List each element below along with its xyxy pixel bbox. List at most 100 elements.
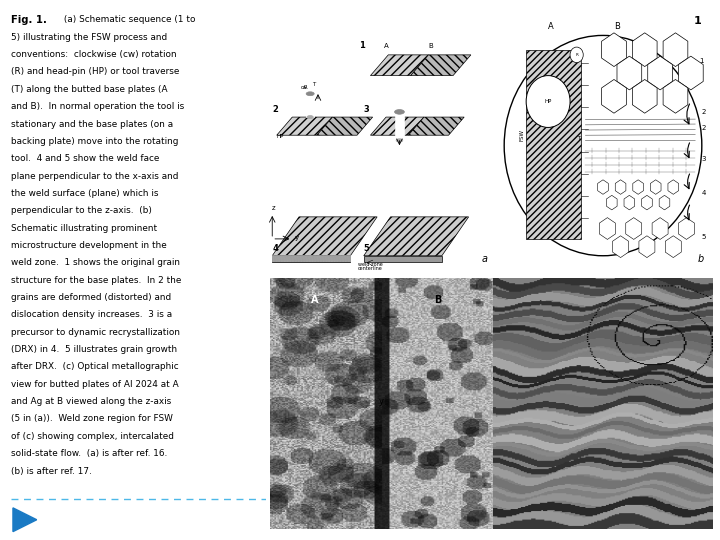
Polygon shape [663,33,688,66]
Text: 2: 2 [702,110,706,116]
Ellipse shape [307,116,313,119]
Polygon shape [364,217,469,256]
Text: (T) along the butted base plates (A: (T) along the butted base plates (A [11,85,168,94]
Polygon shape [632,79,657,113]
Polygon shape [678,56,703,90]
Text: 3: 3 [702,156,706,162]
Polygon shape [526,50,581,239]
Text: Fig. 1.: Fig. 1. [11,16,47,25]
Text: after DRX.  (c) Optical metallographic: after DRX. (c) Optical metallographic [11,362,179,372]
Polygon shape [317,117,373,135]
Polygon shape [642,195,652,210]
Text: grains are deformed (distorted) and: grains are deformed (distorted) and [11,293,171,302]
Polygon shape [364,256,442,262]
Text: 5) illustrating the FSW process and: 5) illustrating the FSW process and [11,33,167,42]
Polygon shape [632,33,657,66]
Text: B: B [614,22,620,31]
Polygon shape [410,55,471,76]
Polygon shape [602,33,626,66]
Ellipse shape [306,92,314,96]
Polygon shape [633,180,644,194]
Text: conventions:  clockwise (cw) rotation: conventions: clockwise (cw) rotation [11,50,176,59]
Polygon shape [660,195,670,210]
Polygon shape [663,79,688,113]
Polygon shape [665,236,681,258]
Text: plane perpendicular to the x-axis and: plane perpendicular to the x-axis and [11,172,178,180]
Text: solid-state flow.  (a) is after ref. 16.: solid-state flow. (a) is after ref. 16. [11,449,167,458]
Text: the weld surface (plane) which is: the weld surface (plane) which is [11,189,158,198]
Text: of (c) showing complex, intercalated: of (c) showing complex, intercalated [11,432,174,441]
Text: 4: 4 [702,190,706,196]
Polygon shape [617,56,642,90]
Text: 1: 1 [359,42,364,50]
Polygon shape [276,117,333,135]
Polygon shape [371,117,424,135]
Polygon shape [616,180,626,194]
Text: b: b [698,254,703,264]
Text: weld zone: weld zone [358,262,383,267]
Text: B: B [433,295,441,305]
Text: HP: HP [544,99,552,104]
Text: 3: 3 [364,105,369,114]
Text: a: a [482,254,488,264]
Text: B: B [428,43,433,49]
Text: A: A [384,43,388,49]
Text: z: z [272,205,276,211]
Text: dislocation density increases.  3 is a: dislocation density increases. 3 is a [11,310,172,319]
Text: structure for the base plates.  In 2 the: structure for the base plates. In 2 the [11,275,181,285]
Polygon shape [602,79,626,113]
Text: backing plate) move into the rotating: backing plate) move into the rotating [11,137,178,146]
Text: cw: cw [301,85,308,90]
Polygon shape [272,217,377,256]
Text: R: R [575,53,578,57]
Polygon shape [408,117,464,135]
Text: perpendicular to the z-axis.  (b): perpendicular to the z-axis. (b) [11,206,152,215]
Polygon shape [598,180,608,194]
Text: 4: 4 [272,244,278,253]
Text: 1: 1 [700,58,704,64]
Text: (5 in (a)).  Weld zone region for FSW: (5 in (a)). Weld zone region for FSW [11,415,173,423]
Text: 5: 5 [702,234,706,240]
Text: view for butted plates of Al 2024 at A: view for butted plates of Al 2024 at A [11,380,179,389]
Text: A: A [548,22,554,31]
Text: (R) and head-pin (HP) or tool traverse: (R) and head-pin (HP) or tool traverse [11,68,179,77]
Text: (b) is after ref. 17.: (b) is after ref. 17. [11,467,91,476]
Polygon shape [648,56,672,90]
Text: T: T [312,82,315,87]
Text: T: T [577,137,580,141]
Bar [306,94,314,117]
Text: and Ag at B viewed along the z-axis: and Ag at B viewed along the z-axis [11,397,171,406]
Polygon shape [606,195,617,210]
Text: precursor to dynamic recrystallization: precursor to dynamic recrystallization [11,328,180,337]
Text: HP: HP [276,134,284,139]
Text: centerline: centerline [358,266,383,271]
Polygon shape [13,508,37,531]
Polygon shape [600,218,616,239]
Text: tool.  4 and 5 show the weld face: tool. 4 and 5 show the weld face [11,154,159,163]
Text: stationary and the base plates (on a: stationary and the base plates (on a [11,119,173,129]
Polygon shape [624,195,634,210]
Circle shape [570,47,583,63]
Polygon shape [626,218,642,239]
Text: (a) Schematic sequence (1 to: (a) Schematic sequence (1 to [60,16,195,24]
Text: 1: 1 [694,16,702,26]
Text: FSW: FSW [520,130,525,141]
Text: Schematic illustrating prominent: Schematic illustrating prominent [11,224,157,233]
Polygon shape [639,236,655,258]
Ellipse shape [395,110,405,114]
Text: 5: 5 [364,244,369,253]
Circle shape [526,76,570,127]
Polygon shape [652,218,668,239]
Text: (DRX) in 4.  5 illustrates grain growth: (DRX) in 4. 5 illustrates grain growth [11,345,177,354]
Polygon shape [678,218,694,239]
Text: and B).  In normal operation the tool is: and B). In normal operation the tool is [11,102,184,111]
Text: 2: 2 [272,105,278,114]
Polygon shape [613,236,629,258]
Text: y: y [294,235,299,241]
Text: microstructure development in the: microstructure development in the [11,241,166,250]
Bar [395,112,405,140]
Text: 2: 2 [702,125,706,131]
Polygon shape [650,180,661,194]
Text: y: y [379,397,384,406]
Polygon shape [272,256,351,262]
